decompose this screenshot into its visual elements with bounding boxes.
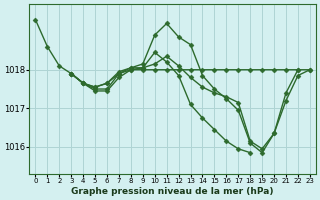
X-axis label: Graphe pression niveau de la mer (hPa): Graphe pression niveau de la mer (hPa) — [71, 187, 274, 196]
